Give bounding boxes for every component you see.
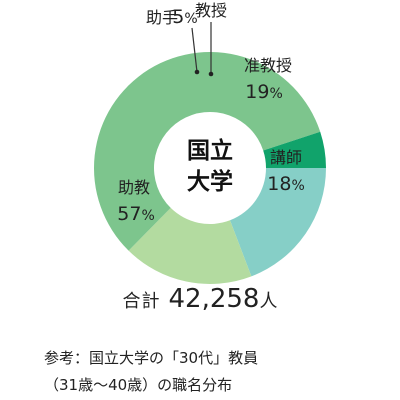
slice-2	[128, 207, 252, 284]
center-label-line-1: 国立	[187, 137, 233, 164]
note-line-2: （31歳〜40歳）の職名分布	[44, 376, 233, 394]
slice-4	[263, 131, 326, 168]
leader-dot-0	[208, 71, 214, 77]
slice-3	[94, 52, 321, 251]
slice-percent-1: 19%	[245, 81, 283, 103]
slice-label-3: 助教	[118, 178, 150, 197]
slice-label-0: 教授	[195, 1, 227, 20]
slice-1	[229, 168, 326, 277]
leader-line-4	[191, 27, 198, 73]
slice-label-2: 講師	[270, 148, 302, 167]
total-unit: 人	[259, 291, 278, 312]
markers-layer	[191, 22, 214, 77]
slice-percent-3: 57%	[117, 203, 155, 225]
slice-label-4: 助手	[146, 8, 178, 27]
total-summary: 合計 42,258人	[0, 284, 400, 314]
slices-layer	[94, 52, 326, 284]
note-line-1: 参考：国立大学の「30代」教員	[44, 349, 259, 367]
slice-percent-4: 5%	[172, 6, 197, 28]
total-label: 合計	[122, 291, 161, 312]
center-label-line-2: 大学	[187, 168, 233, 195]
total-value: 42,258	[168, 284, 260, 314]
slice-percent-2: 18%	[267, 173, 305, 195]
slice-label-1: 准教授	[244, 56, 292, 75]
leader-dot-4	[194, 69, 200, 75]
